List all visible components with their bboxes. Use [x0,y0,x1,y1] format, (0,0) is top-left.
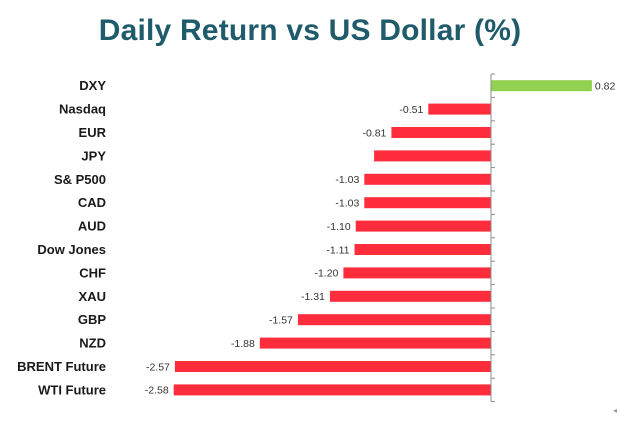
category-label-xau: XAU [79,289,106,304]
value-label-wti-future: -2.58 [145,385,169,397]
value-label-nzd: -1.88 [231,338,255,350]
bar-nzd [259,337,491,349]
value-label-dxy: 0.82 [595,81,616,93]
category-label-wti-future: WTI Future [38,382,106,397]
value-label-xau: -1.31 [301,291,325,303]
bar-chf [343,267,491,279]
bar-dxy [491,80,592,92]
bar-gbp [297,314,491,326]
value-label-aud: -1.10 [327,221,351,233]
bar-eur [391,127,491,138]
value-label-nasdaq: -0.51 [399,104,423,116]
bar-jpy [374,150,491,162]
bar-s-p500 [364,173,491,185]
corner-arrow-icon: ◂ [612,406,617,415]
bar-xau [329,290,491,302]
bar-nasdaq [428,103,491,115]
chart-title: Daily Return vs US Dollar (%) [98,14,522,47]
category-label-jpy: JPY [81,148,106,163]
bars-layer [173,80,592,396]
bar-cad [364,197,491,209]
category-label-dxy: DXY [79,78,106,93]
bar-aud [355,220,491,232]
category-label-aud: AUD [78,219,106,234]
bar-wti-future [173,384,491,396]
category-label-nzd: NZD [79,336,106,351]
value-label-dow-jones: -1.11 [326,244,349,256]
category-label-nasdaq: Nasdaq [59,102,106,117]
value-label-brent-future: -2.57 [146,361,170,373]
bar-dow-jones [354,244,491,255]
value-label-s-p500: -1.03 [335,174,359,186]
category-label-brent-future: BRENT Future [17,359,106,374]
category-label-dow-jones: Dow Jones [37,242,106,257]
category-label-s-p500: S& P500 [54,172,106,187]
category-label-eur: EUR [79,125,107,140]
value-label-cad: -1.03 [335,198,359,210]
category-label-gbp: GBP [78,312,107,327]
category-label-chf: CHF [79,265,106,280]
value-label-chf: -1.20 [314,268,338,280]
zero-axis [490,73,495,403]
value-labels: 0.82 -0.51 -0.81 -1.03 -1.03 -1.10 -1.11 -1.20 -… [145,81,616,397]
value-label-eur: -0.81 [362,127,386,139]
category-label-cad: CAD [78,195,106,210]
bar-brent-future [174,361,491,372]
category-labels: DXY Nasdaq EUR JPY S& P500 CAD AUD Dow Jones CHF… [17,78,106,397]
value-label-gbp: -1.57 [269,315,293,327]
